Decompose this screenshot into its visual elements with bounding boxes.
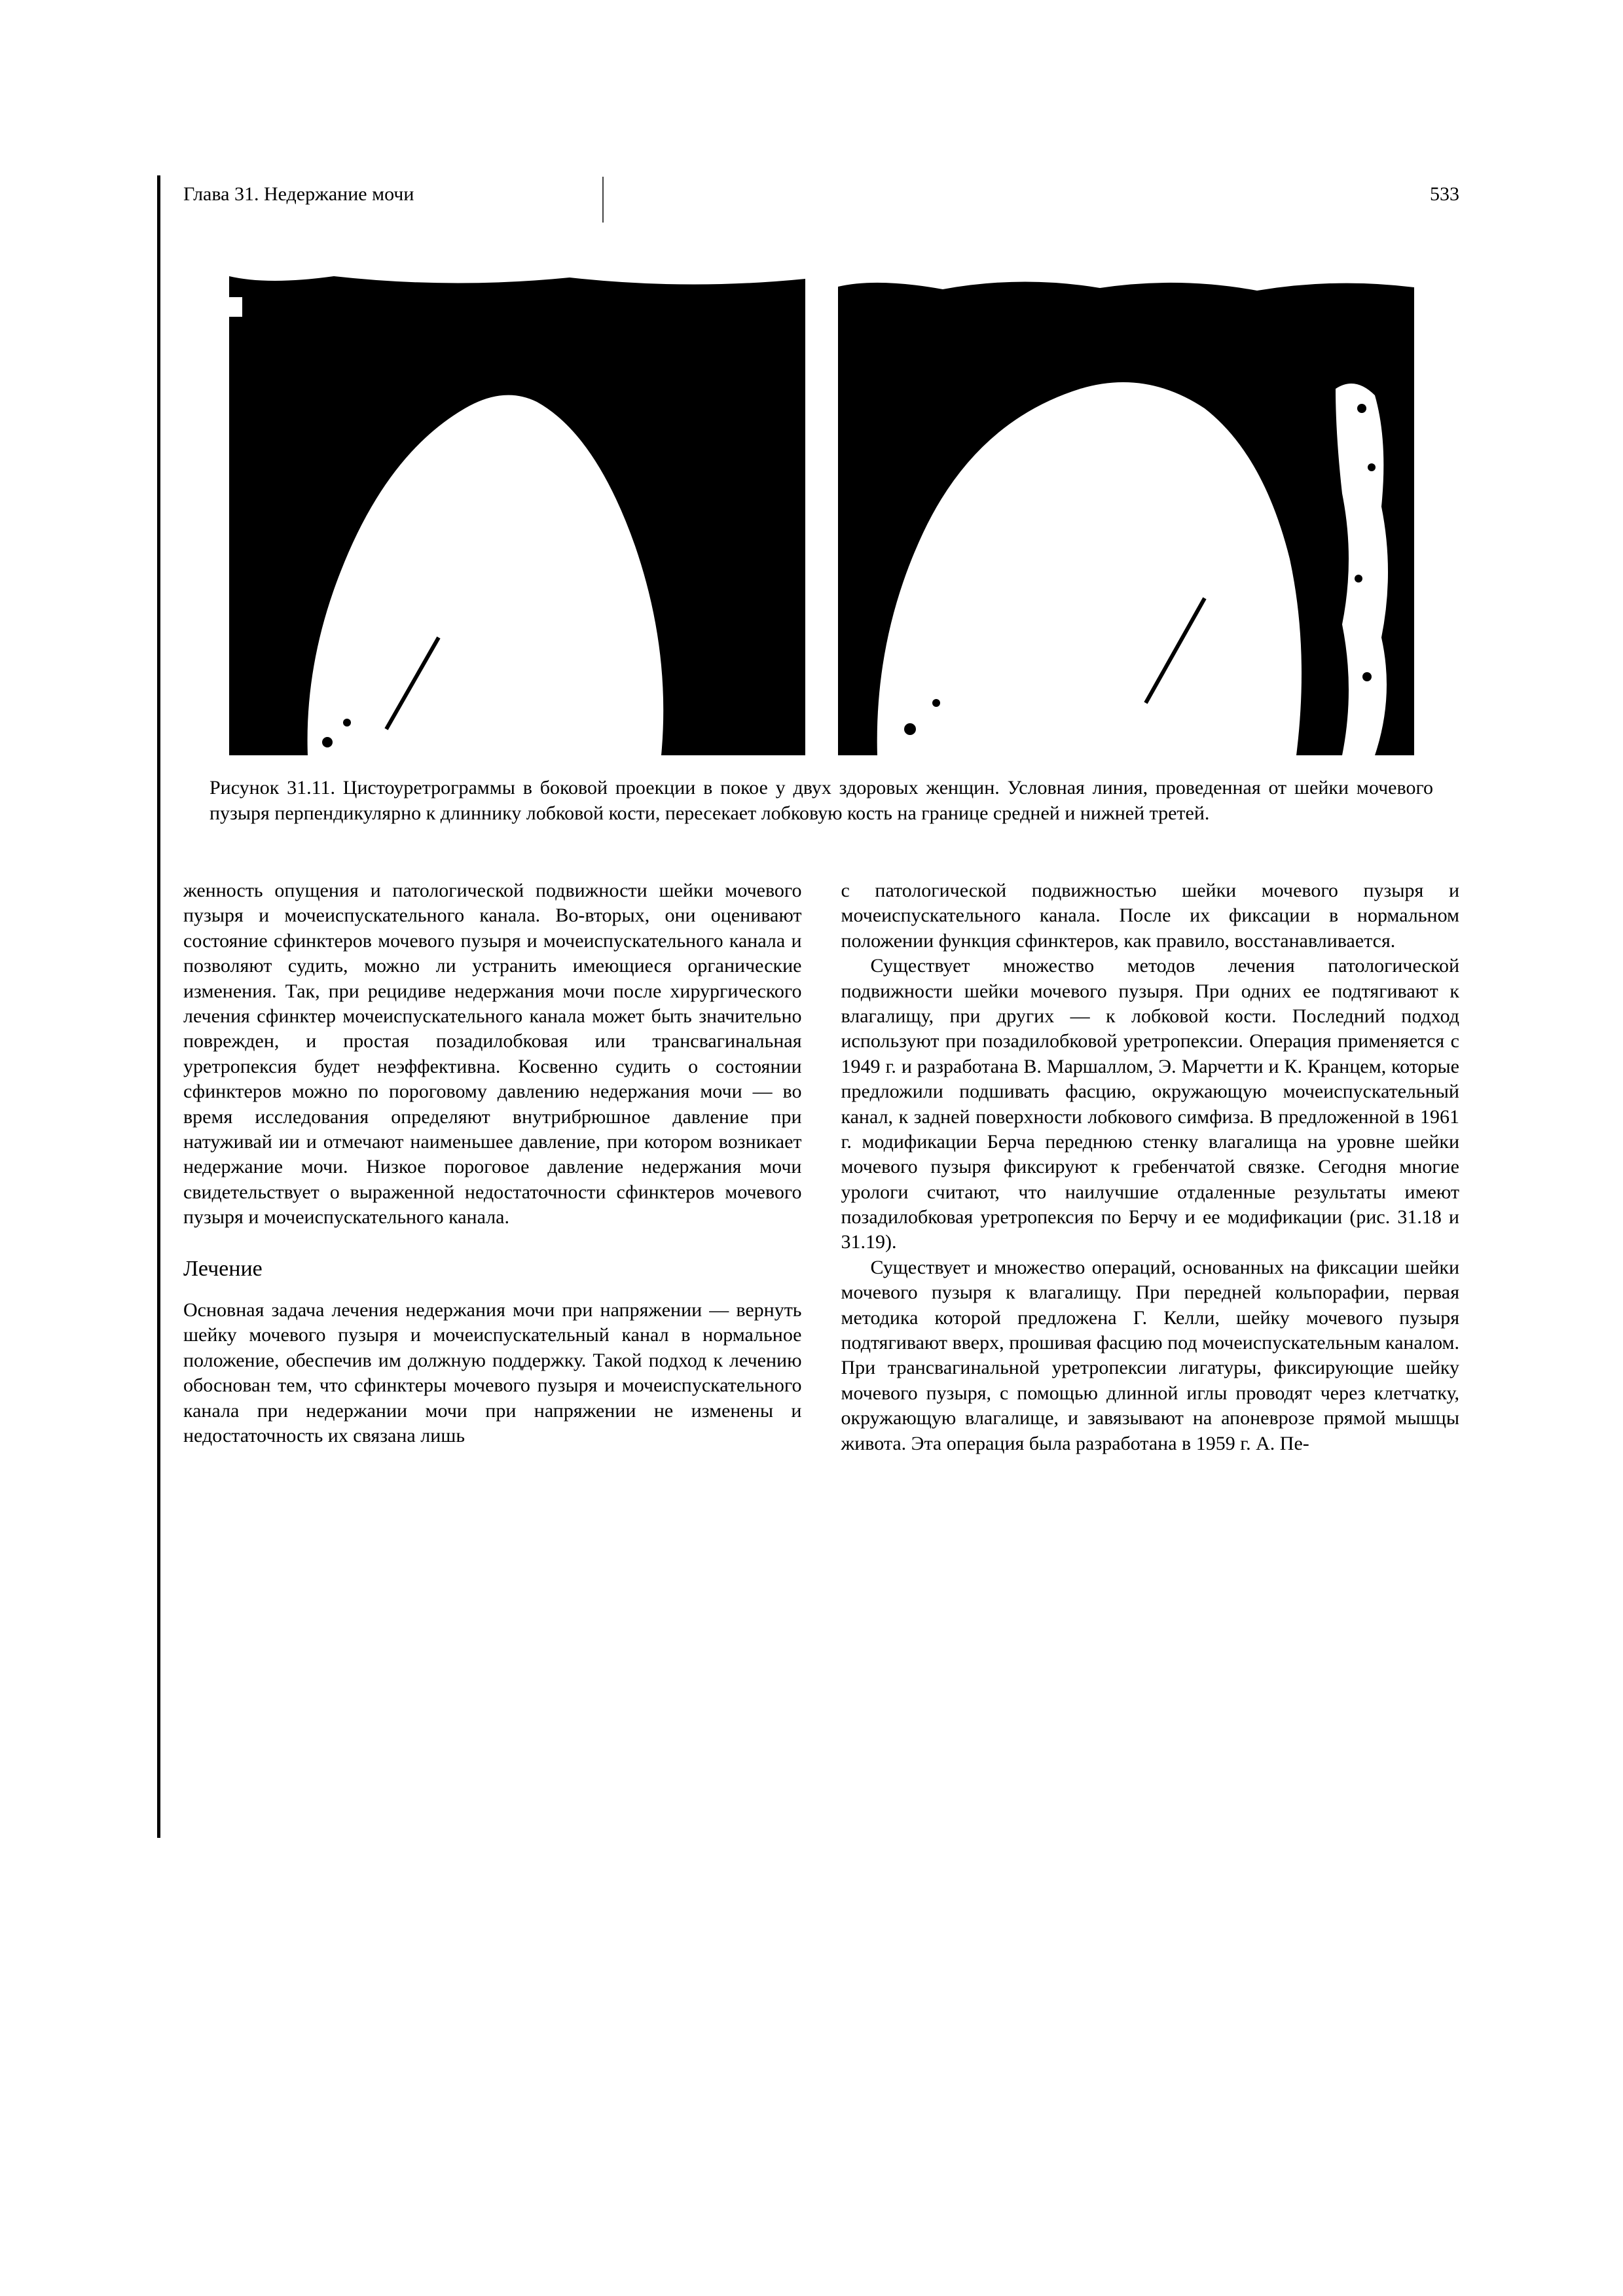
running-header: Глава 31. Недержание мочи	[183, 183, 414, 206]
figure-panel-left	[229, 271, 805, 755]
header-divider	[602, 177, 604, 223]
column-left: женность опущения и патологической подви…	[183, 878, 802, 1456]
cystourethrogram-right	[838, 271, 1414, 755]
right-p2: Существует множество методов лечения пат…	[841, 954, 1460, 1255]
left-p2: Основная задача лечения недержания мочи …	[183, 1298, 802, 1448]
cystourethrogram-left	[229, 271, 805, 755]
left-margin-rule	[157, 175, 160, 1838]
page-header: Глава 31. Недержание мочи 533	[183, 183, 1459, 206]
column-right: с патологической подвижностью шейки моче…	[841, 878, 1460, 1456]
right-p1: с патологической подвижностью шейки моче…	[841, 878, 1460, 954]
figure-block: Рисунок 31.11. Цистоуретрограммы в боков…	[210, 271, 1433, 826]
page: Глава 31. Недержание мочи 533	[0, 0, 1623, 1640]
section-heading-treatment: Лечение	[183, 1255, 802, 1283]
page-number: 533	[1430, 183, 1459, 206]
chapter-title: Глава 31. Недержание мочи	[183, 183, 414, 205]
body-columns: женность опущения и патологической подви…	[183, 878, 1459, 1456]
figure-panel-right	[838, 271, 1414, 755]
figure-panels	[210, 271, 1433, 755]
left-p1: женность опущения и патологической подви…	[183, 878, 802, 1230]
figure-caption: Рисунок 31.11. Цистоуретрограммы в боков…	[210, 775, 1433, 826]
right-p3: Существует и множество операций, основан…	[841, 1255, 1460, 1456]
